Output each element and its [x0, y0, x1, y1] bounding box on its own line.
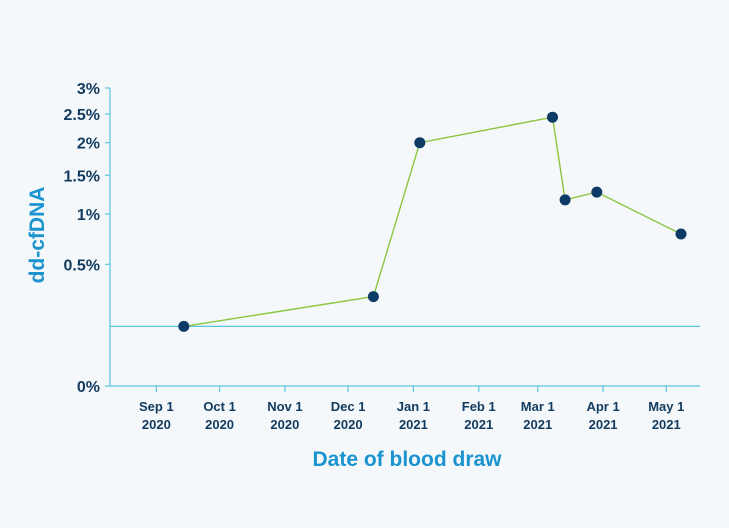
x-tick-label-year: 2020: [334, 417, 363, 432]
series-line: [183, 116, 682, 328]
y-tick-label: 3%: [77, 81, 100, 98]
y-axis-title: dd-cfDNA: [26, 187, 49, 284]
data-point: [591, 186, 603, 198]
y-tick-label: 0%: [77, 379, 100, 396]
x-tick-label-year: 2021: [523, 417, 552, 432]
x-tick-label: Jan 1: [397, 399, 430, 414]
x-tick-label-year: 2021: [652, 417, 681, 432]
x-tick-label: Sep 1: [139, 399, 174, 414]
x-tick-label-year: 2021: [589, 417, 618, 432]
x-axis-title: Date of blood draw: [313, 448, 503, 471]
data-point: [559, 194, 571, 206]
x-tick-label: Mar 1: [521, 399, 555, 414]
x-tick-label: Apr 1: [586, 399, 619, 414]
x-tick-label-year: 2020: [270, 417, 299, 432]
y-tick-label: 0.5%: [64, 257, 100, 274]
data-point: [178, 320, 190, 332]
data-point: [547, 111, 558, 123]
y-tick-label: 1%: [77, 207, 100, 224]
y-tick-label: 2.5%: [64, 107, 100, 124]
chart-ticks: 0% 0.5% 1% 1.5% 2% 2.5% 3% Sep 1 2020 Oct 1 2020 No…: [64, 81, 685, 432]
x-tick-label-year: 2020: [142, 417, 171, 432]
chart-series: [178, 111, 687, 332]
x-tick-label-year: 2020: [205, 417, 234, 432]
x-tick-label: Dec 1: [331, 399, 366, 414]
x-tick-label: May 1: [648, 399, 684, 414]
data-point: [367, 291, 379, 303]
data-point: [675, 228, 687, 240]
x-tick-label: Nov 1: [267, 399, 302, 414]
chart-axes: [109, 88, 700, 387]
x-tick-label-year: 2021: [464, 417, 493, 432]
x-tick-label: Oct 1: [203, 399, 236, 414]
data-point: [414, 137, 426, 149]
x-tick-label: Feb 1: [462, 399, 496, 414]
x-tick-label-year: 2021: [399, 417, 428, 432]
y-tick-label: 1.5%: [64, 168, 100, 185]
y-tick-label: 2%: [77, 136, 100, 153]
